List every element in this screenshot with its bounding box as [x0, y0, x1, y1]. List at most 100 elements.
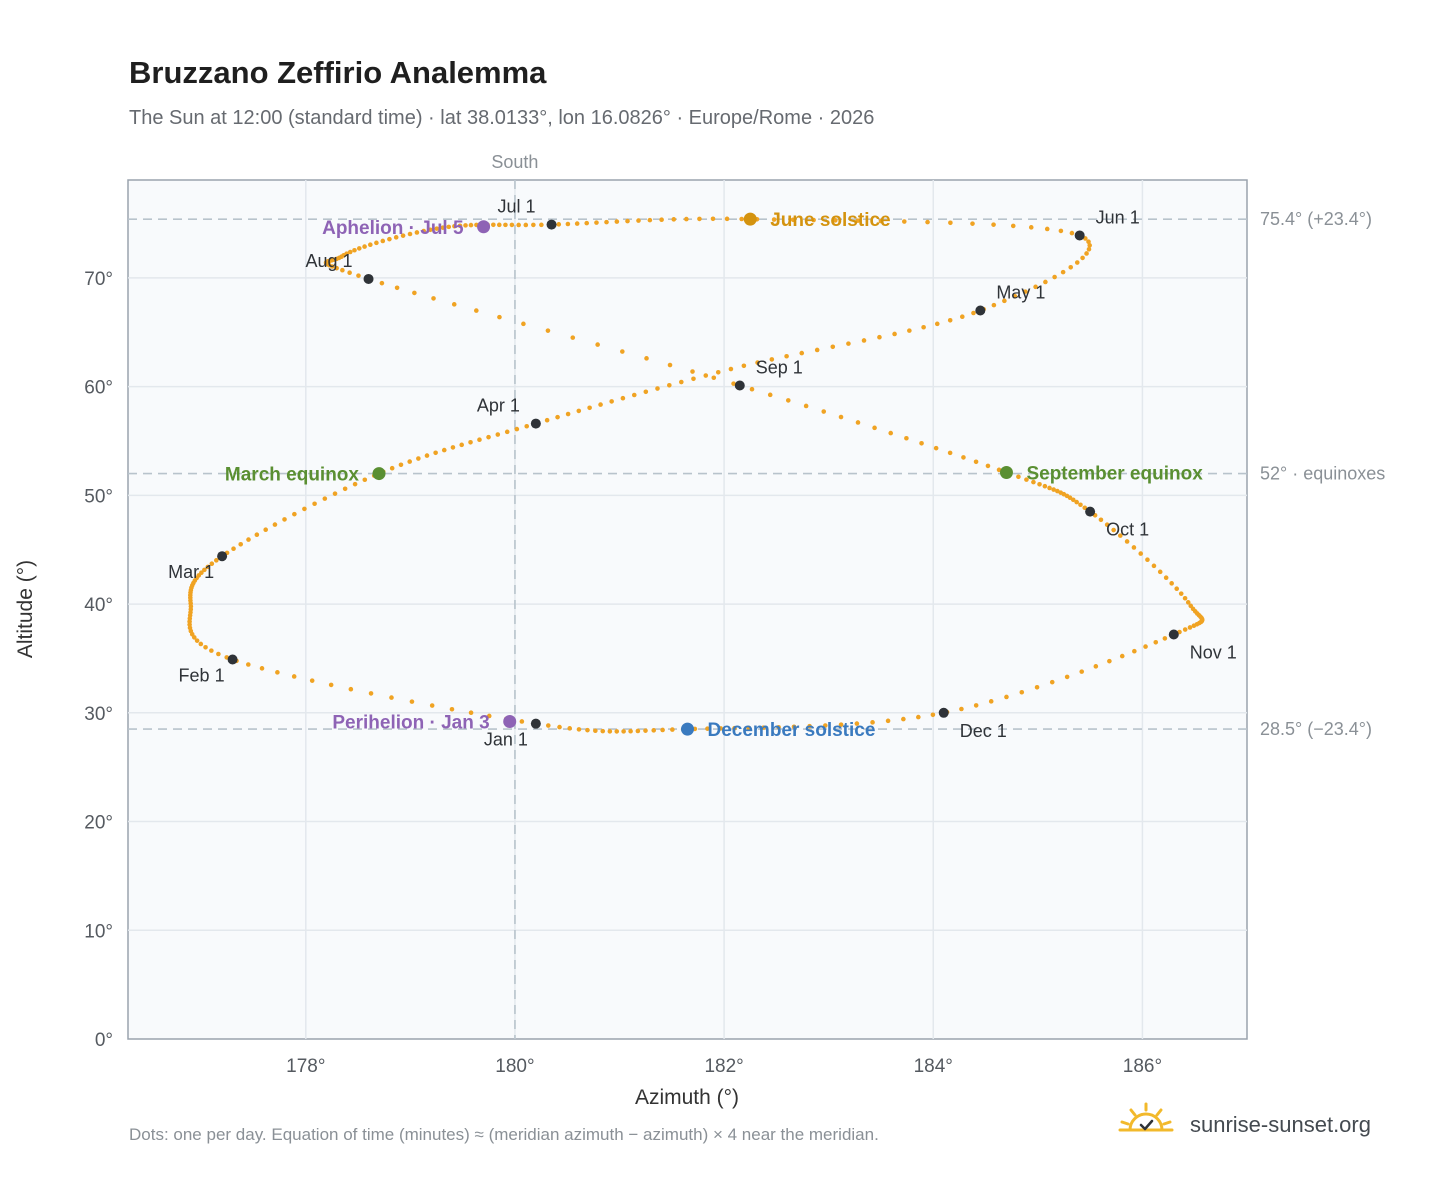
analemma-day-dot [214, 558, 219, 563]
analemma-day-dot [263, 527, 268, 533]
analemma-day-dot [1182, 595, 1188, 601]
event-marker-dot [372, 467, 386, 481]
event-label: December solstice [708, 720, 876, 741]
analemma-day-dot [254, 532, 260, 538]
analemma-day-dot [833, 218, 838, 223]
analemma-day-dot [362, 244, 367, 249]
analemma-day-dot [916, 714, 921, 720]
analemma-day-dot [732, 725, 737, 731]
analemma-day-dot [514, 426, 520, 432]
event-label: March equinox [225, 465, 360, 486]
meridian-line: South [491, 152, 538, 1039]
analemma-day-dot [292, 511, 297, 517]
y-axis-title: Altitude (°) [14, 560, 37, 658]
analemma-day-dot [670, 727, 675, 732]
analemma-day-dot [503, 222, 508, 228]
analemma-day-dot [643, 389, 649, 395]
analemma-day-dot [332, 491, 338, 496]
analemma-day-dot [1051, 487, 1056, 492]
reference-line-label: 52° · equinoxes [1260, 464, 1385, 484]
analemma-day-dot [973, 703, 979, 708]
analemma-day-dot [398, 462, 404, 468]
analemma-day-dot [959, 314, 965, 319]
analemma-day-dot [767, 392, 773, 398]
analemma-day-dot [468, 222, 474, 228]
analemma-day-dot [1049, 679, 1055, 685]
analemma-day-dot [1047, 485, 1052, 491]
analemma-day-dot [647, 217, 653, 223]
event-marker-dot [477, 220, 491, 234]
event-label: September equinox [1026, 463, 1203, 484]
analemma-day-dot [741, 363, 747, 369]
analemma-day-dot [368, 691, 374, 696]
analemma-day-dot [328, 682, 334, 688]
analemma-day-dot [620, 395, 626, 401]
analemma-day-dot [544, 417, 550, 423]
y-tick-label: 20° [84, 813, 113, 834]
analemma-day-dot [715, 369, 721, 375]
analemma-day-dot [598, 402, 603, 407]
analemma-day-dot [1010, 223, 1016, 229]
analemma-day-dot [1079, 669, 1085, 674]
analemma-day-dot [521, 321, 526, 327]
analemma-day-dot [1019, 689, 1025, 695]
analemma-day-dot [651, 728, 657, 733]
x-tick-label: 182° [704, 1056, 743, 1077]
analemma-day-dot [1093, 664, 1099, 669]
analemma-day-dot [901, 716, 906, 722]
analemma-day-dot [1191, 623, 1197, 629]
analemma-day-dot [491, 222, 496, 228]
month-marker-label: Jul 1 [498, 197, 536, 217]
analemma-day-dot [412, 290, 417, 296]
analemma-day-dot [309, 678, 315, 683]
analemma-day-dot [594, 220, 599, 225]
analemma-day-dot [930, 712, 936, 718]
analemma-day-dot [947, 450, 953, 456]
analemma-day-dot [878, 218, 884, 224]
analemma-day-dot [374, 240, 379, 246]
analemma-day-dot [1174, 586, 1180, 591]
analemma-day-dot [516, 222, 521, 228]
analemma-day-dot [194, 638, 200, 643]
reference-line-label: 28.5° (−23.4°) [1260, 719, 1372, 739]
analemma-day-dot [238, 541, 244, 547]
analemma-day-dot [275, 670, 280, 675]
analemma-day-dot [1082, 505, 1088, 511]
y-tick-label: 40° [84, 595, 113, 616]
month-marker-label: Aug 1 [305, 251, 352, 271]
analemma-day-dot [1098, 517, 1104, 523]
analemma-day-dot [450, 445, 456, 450]
analemma-day-dot [1153, 640, 1159, 645]
analemma-day-dot [1058, 228, 1064, 234]
analemma-day-dot [545, 328, 551, 333]
analemma-day-dot [1078, 502, 1083, 508]
analemma-day-dot [468, 439, 473, 445]
analemma-day-dot [312, 501, 317, 507]
analemma-day-dot [1052, 274, 1057, 280]
analemma-day-dot [203, 644, 208, 650]
analemma-day-dot [205, 564, 211, 570]
analemma-day-dot [457, 223, 463, 229]
month-marker-label: Dec 1 [960, 721, 1007, 741]
analemma-day-dot [1151, 563, 1157, 569]
analemma-day-dot [691, 376, 696, 382]
analemma-day-dot [614, 729, 620, 734]
analemma-day-dot [667, 362, 673, 368]
analemma-day-dot [380, 238, 386, 244]
y-axis-ticks: 0° 10° 20° 30° 40° 50° 60° 70° [84, 269, 113, 1051]
analemma-day-dot [985, 463, 991, 469]
analemma-day-dot [1185, 600, 1191, 605]
footnote: Dots: one per day. Equation of time (min… [129, 1125, 879, 1144]
analemma-day-dot [428, 227, 433, 233]
analemma-day-dot [803, 403, 809, 409]
analemma-day-dot [459, 442, 464, 448]
analemma-day-dot [697, 216, 702, 222]
analemma-day-dot [1080, 255, 1085, 261]
analemma-day-dot [870, 720, 875, 725]
analemma-day-dot [539, 222, 544, 228]
analemma-day-dot [659, 217, 664, 223]
analemma-day-dot [368, 242, 373, 248]
analemma-day-dot [576, 727, 582, 732]
analemma-day-dot [209, 561, 215, 567]
